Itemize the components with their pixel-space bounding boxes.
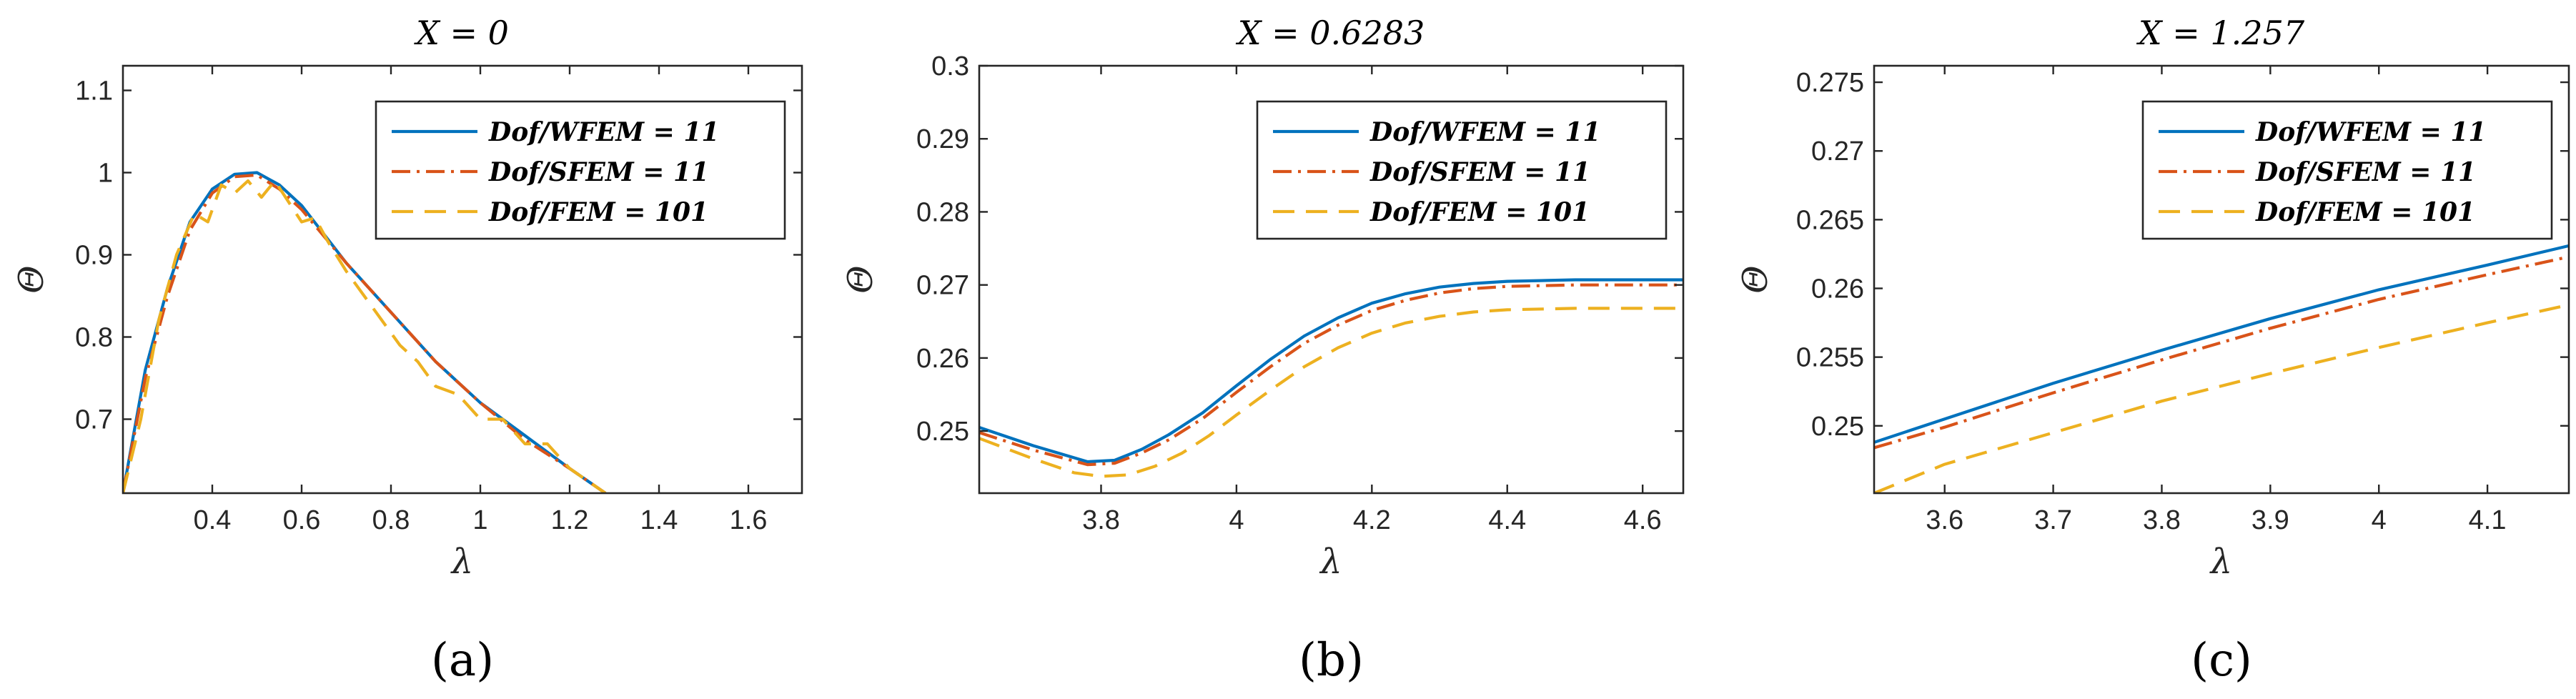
x-tick-label: 0.8 [372,505,410,535]
x-tick-label: 4.1 [2469,505,2507,535]
x-tick-label: 3.7 [2034,505,2072,535]
legend-label: Dof/WFEM = 11 [488,117,719,147]
legend-label: Dof/WFEM = 11 [2255,117,2486,147]
chart-panel-2: X = 0.6283 3.8 4 4.2 4.4 4.6 0.25 0.26 0.27 0.28 0… [841,14,1685,687]
legend-label: Dof/SFEM = 11 [488,157,709,187]
panel-caption: (c) [2191,634,2252,687]
chart-title: X = 0.6283 [1236,14,1425,52]
y-axis-label: Θ [1735,265,1775,293]
x-tick-label: 1.4 [640,505,678,535]
y-tick-label: 0.29 [916,124,969,154]
y-axis-label: Θ [841,265,881,293]
legend-box [375,100,786,240]
x-tick-label: 3.9 [2251,505,2289,535]
y-tick-label: 0.25 [1811,412,1864,442]
chart-panel-3: X = 1.257 3.6 3.7 3.8 3.9 4 4.1 0.25 0.255 0.26 0.… [1735,14,2570,687]
series-line-1 [979,278,1683,464]
y-tick-label: 0.27 [916,271,969,301]
axes-box [122,64,803,495]
x-tick-label: 4.2 [1353,505,1391,535]
x-tick-label: 4 [1229,505,1244,535]
x-tick-label: 1.2 [551,505,589,535]
y-tick-label: 0.26 [1811,274,1864,304]
legend-label: Dof/FEM = 101 [1369,197,1590,227]
x-tick-label: 4 [2372,505,2387,535]
series-line-1 [1874,244,2569,444]
legend: Dof/WFEM = 11 Dof/SFEM = 11 Dof/FEM = 101 [375,100,786,240]
y-tick-label: 0.275 [1796,68,1864,98]
chart-title: X = 0 [414,14,509,52]
x-axis-label: λ [450,542,473,582]
legend: Dof/WFEM = 11 Dof/SFEM = 11 Dof/FEM = 101 [1256,100,1668,240]
y-tick-label: 0.255 [1796,343,1864,373]
y-axis-label: Θ [11,265,51,293]
x-tick-label: 1.6 [730,505,768,535]
y-tick-label: 0.265 [1796,205,1864,235]
panel-caption: (a) [431,634,494,687]
y-tick-label: 0.8 [75,323,113,353]
x-tick-label: 0.6 [283,505,321,535]
legend-label: Dof/FEM = 101 [488,197,708,227]
legend-label: Dof/FEM = 101 [2255,197,2475,227]
x-tick-label: 4.4 [1488,505,1526,535]
x-tick-label: 0.4 [194,505,232,535]
y-tick-label: 1 [98,159,113,189]
x-tick-label: 3.8 [2143,505,2181,535]
legend-label: Dof/SFEM = 11 [2255,157,2476,187]
series-line-3 [123,179,607,493]
y-tick-label: 0.25 [916,417,969,447]
legend-label: Dof/WFEM = 11 [1369,117,1600,147]
x-tick-label: 3.6 [1926,505,1963,535]
axes-box [978,64,1685,495]
y-tick-label: 0.28 [916,197,969,227]
y-tick-label: 0.27 [1811,137,1864,167]
series-line-2 [1874,255,2569,450]
y-tick-label: 0.9 [75,241,113,271]
series-line-3 [979,307,1683,478]
panel-caption: (b) [1299,634,1364,687]
x-tick-label: 3.8 [1082,505,1120,535]
x-axis-label: λ [1319,542,1342,582]
legend-label: Dof/SFEM = 11 [1369,157,1590,187]
legend: Dof/WFEM = 11 Dof/SFEM = 11 Dof/FEM = 101 [2141,100,2553,240]
chart-panel-1: X = 0 0.4 0.6 0.8 1 1.2 1.4 1.6 0.7 0.8 0.9 1 1.1 λ Θ D… [11,14,803,687]
x-tick-label: 4.6 [1624,505,1662,535]
axes-box [1873,64,2570,495]
y-tick-label: 0.3 [931,51,969,81]
x-axis-label: λ [2209,542,2232,582]
series-line-2 [979,283,1683,467]
y-tick-label: 0.26 [916,344,969,374]
y-tick-label: 1.1 [75,76,113,106]
y-tick-label: 0.7 [75,405,113,435]
x-tick-label: 1 [472,505,487,535]
chart-title: X = 1.257 [2136,14,2305,52]
